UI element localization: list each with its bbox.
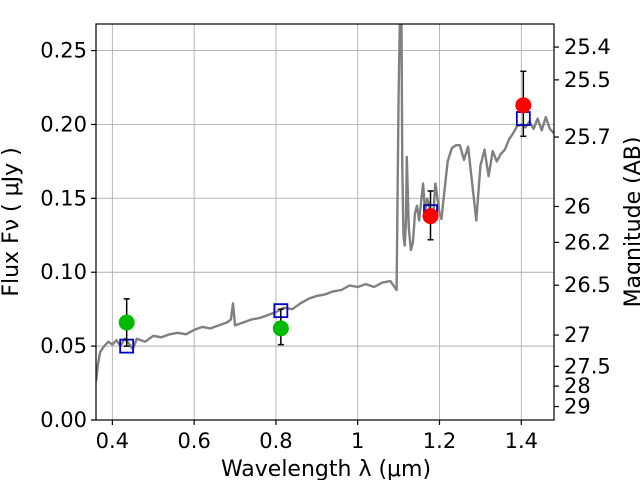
mag-tick-label: 26.5 <box>564 273 611 297</box>
observed-flux-point <box>118 314 135 331</box>
axes-layer: 0.4 0.6 0.8 1 1.2 1.4 0.00 0.05 0.10 0.15 0.20 0.25… <box>40 23 611 453</box>
observed-flux-point <box>422 208 439 225</box>
x-tick-label: 1 <box>351 429 364 453</box>
x-axis-label: Wavelength λ (μm) <box>221 457 431 480</box>
y-tick-label: 0.20 <box>40 112 87 136</box>
x-tick-label: 1.4 <box>505 429 538 453</box>
labels-layer: Wavelength λ (μm) Flux Fν ( μJy ) Magnit… <box>0 137 640 480</box>
mag-tick-label: 26 <box>564 194 591 218</box>
y-axis-label: Flux Fν ( μJy ) <box>0 147 24 296</box>
mag-tick-label: 29 <box>564 395 591 419</box>
grid-lines <box>96 24 554 421</box>
plot-frame <box>95 23 555 421</box>
spectrum-line <box>96 24 554 382</box>
mag-tick-label: 28 <box>564 374 591 398</box>
y-axis-right-label: Magnitude (AB) <box>621 137 640 308</box>
y-tick-label: 0.15 <box>40 186 87 210</box>
y-tick-label: 0.05 <box>40 334 87 358</box>
x-tick-label: 1.2 <box>423 429 456 453</box>
observed-flux-point <box>272 320 289 337</box>
mag-tick-label: 27.5 <box>564 354 611 378</box>
x-tick-label: 0.6 <box>177 429 210 453</box>
points-layer <box>118 70 532 354</box>
spectrum-layer <box>96 24 554 382</box>
x-tick-label: 0.4 <box>96 429 129 453</box>
mag-tick-label: 26.2 <box>564 230 611 254</box>
mag-tick-label: 25.5 <box>564 68 611 92</box>
observed-flux-point <box>515 97 532 114</box>
y-tick-label: 0.10 <box>40 260 87 284</box>
mag-tick-label: 25.7 <box>564 125 611 149</box>
mag-tick-label: 25.4 <box>564 35 611 59</box>
y-tick-label: 0.00 <box>40 408 87 432</box>
x-tick-label: 0.8 <box>259 429 292 453</box>
y-tick-label: 0.25 <box>40 39 87 63</box>
mag-tick-label: 27 <box>564 323 591 347</box>
